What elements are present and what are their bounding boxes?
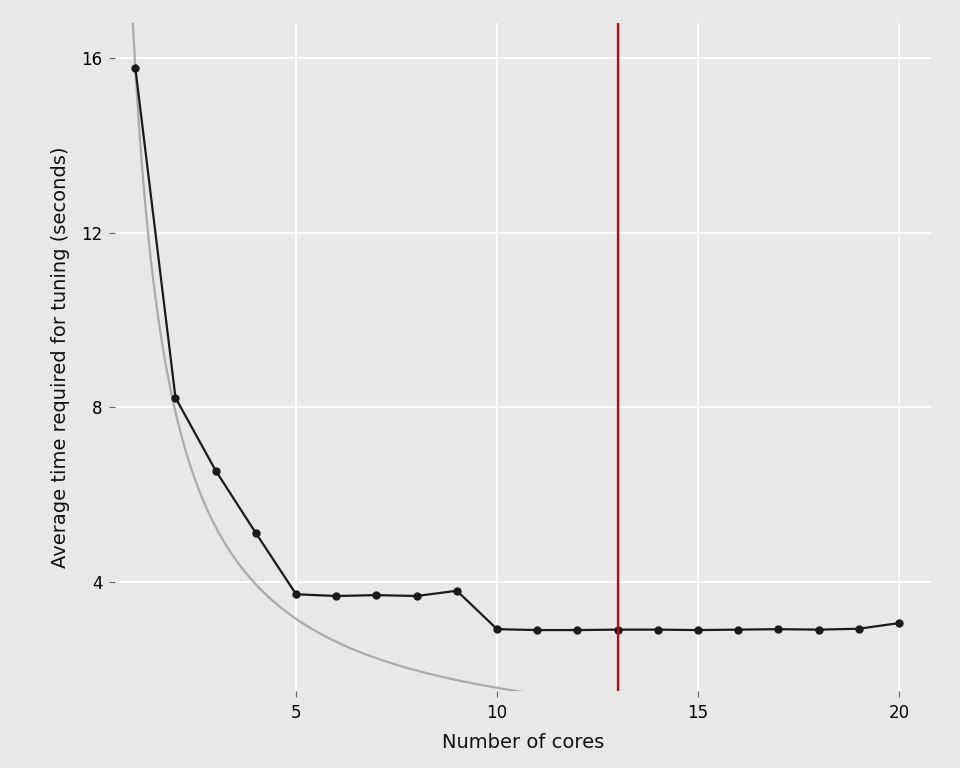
Y-axis label: Average time required for tuning (seconds): Average time required for tuning (second… xyxy=(51,147,70,568)
X-axis label: Number of cores: Number of cores xyxy=(442,733,605,752)
